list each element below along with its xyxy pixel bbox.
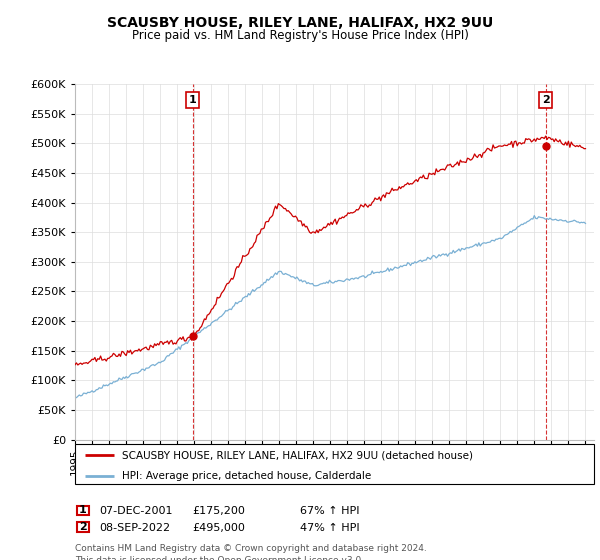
- FancyBboxPatch shape: [75, 444, 594, 484]
- Text: £495,000: £495,000: [192, 522, 245, 533]
- Text: SCAUSBY HOUSE, RILEY LANE, HALIFAX, HX2 9UU (detached house): SCAUSBY HOUSE, RILEY LANE, HALIFAX, HX2 …: [122, 450, 473, 460]
- Text: 08-SEP-2022: 08-SEP-2022: [99, 522, 170, 533]
- FancyBboxPatch shape: [77, 522, 89, 532]
- FancyBboxPatch shape: [77, 506, 89, 515]
- Text: 47% ↑ HPI: 47% ↑ HPI: [300, 522, 359, 533]
- Text: 2: 2: [542, 95, 550, 105]
- Text: 1: 1: [189, 95, 197, 105]
- Text: 2: 2: [79, 522, 86, 532]
- Text: 07-DEC-2001: 07-DEC-2001: [99, 506, 173, 516]
- Text: 1: 1: [79, 506, 86, 515]
- Text: £175,200: £175,200: [192, 506, 245, 516]
- Text: Contains HM Land Registry data © Crown copyright and database right 2024.
This d: Contains HM Land Registry data © Crown c…: [75, 544, 427, 560]
- Text: HPI: Average price, detached house, Calderdale: HPI: Average price, detached house, Cald…: [122, 470, 371, 480]
- Text: SCAUSBY HOUSE, RILEY LANE, HALIFAX, HX2 9UU: SCAUSBY HOUSE, RILEY LANE, HALIFAX, HX2 …: [107, 16, 493, 30]
- Text: 67% ↑ HPI: 67% ↑ HPI: [300, 506, 359, 516]
- Text: Price paid vs. HM Land Registry's House Price Index (HPI): Price paid vs. HM Land Registry's House …: [131, 29, 469, 42]
